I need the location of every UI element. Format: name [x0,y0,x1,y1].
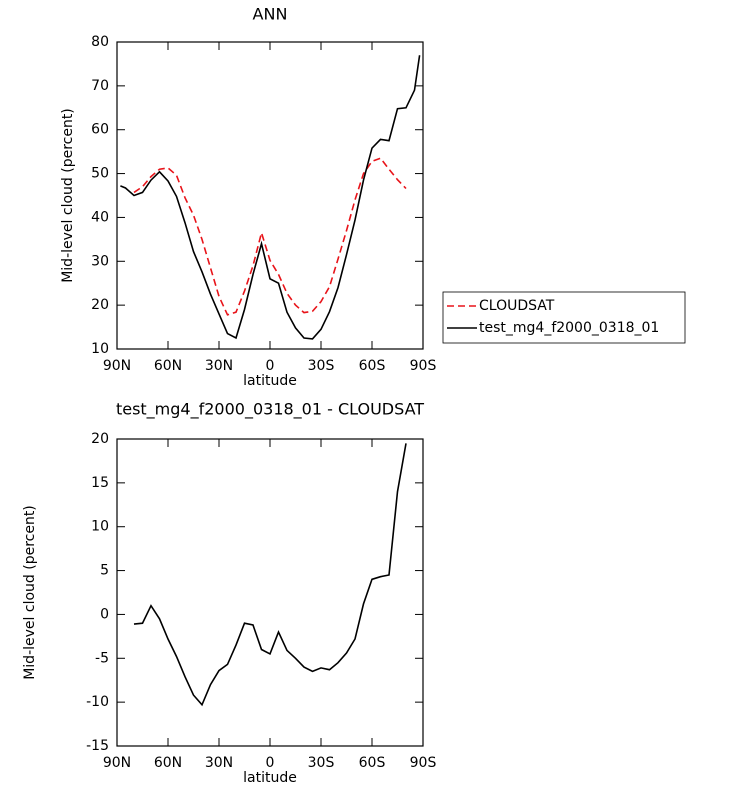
legend-label: test_mg4_f2000_0318_01 [479,320,659,336]
plot-frame [116,438,424,747]
legend-box [442,291,686,344]
y-tick-label: 5 [100,563,109,579]
y-tick-label: -5 [95,650,109,666]
x-tick-label: 90S [410,358,437,374]
y-tick-label: 80 [91,34,109,50]
x-tick-label: 0 [266,755,275,771]
series-line [133,157,407,316]
y-tick-label: 20 [91,431,109,447]
x-axis-label: latitude [243,373,297,389]
y-tick-label: -10 [86,694,109,710]
x-tick-label: 0 [266,358,275,374]
x-tick-label: 60N [154,755,182,771]
y-axis-label: Mid-level cloud (percent) [60,108,76,283]
x-tick-label: 60S [359,755,386,771]
y-axis-label: Mid-level cloud (percent) [22,505,38,680]
legend-label: CLOUDSAT [479,298,555,314]
x-tick-label: 60S [359,358,386,374]
series-line [133,443,407,707]
y-tick-label: -15 [86,738,109,754]
x-tick-label: 90N [103,755,131,771]
y-tick-label: 20 [91,297,109,313]
x-axis-label: latitude [243,770,297,786]
y-tick-label: 10 [91,519,109,535]
y-tick-label: 0 [100,606,109,622]
y-tick-label: 15 [91,475,109,491]
series-line [120,55,421,340]
x-tick-label: 30N [205,755,233,771]
plot-frame [116,41,424,350]
y-tick-label: 70 [91,78,109,94]
y-tick-label: 60 [91,122,109,138]
chart-title: ANN [253,5,288,24]
y-tick-label: 10 [91,341,109,357]
x-tick-label: 60N [154,358,182,374]
chart-title: test_mg4_f2000_0318_01 - CLOUDSAT [116,400,424,420]
x-tick-label: 30N [205,358,233,374]
x-tick-label: 90N [103,358,131,374]
x-tick-label: 30S [308,358,335,374]
y-tick-label: 40 [91,209,109,225]
y-tick-label: 50 [91,166,109,182]
x-tick-label: 90S [410,755,437,771]
x-tick-label: 30S [308,755,335,771]
y-tick-label: 30 [91,253,109,269]
